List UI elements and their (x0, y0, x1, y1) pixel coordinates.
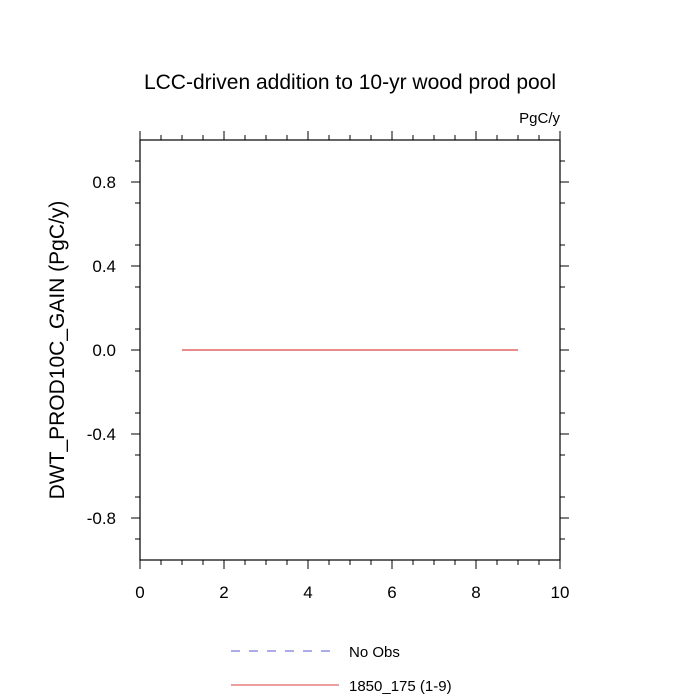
legend: No Obs 1850_175 (1-9) (231, 644, 452, 695)
y-tick-label: -0.4 (87, 425, 116, 444)
chart-title: LCC-driven addition to 10-yr wood prod p… (144, 71, 556, 94)
x-tick-label: 2 (219, 583, 228, 602)
x-tick-label: 10 (551, 583, 570, 602)
units-label: PgC/y (519, 110, 560, 127)
y-axis-label: DWT_PROD10C_GAIN (PgC/y) (46, 201, 69, 500)
legend-label: No Obs (349, 644, 400, 661)
x-tick-label: 6 (387, 583, 396, 602)
y-tick-label: 0.4 (92, 257, 116, 276)
y-tick-label: -0.8 (87, 509, 116, 528)
x-tick-label: 0 (135, 583, 144, 602)
x-tick-label: 4 (303, 583, 312, 602)
x-tick-label: 8 (471, 583, 480, 602)
axis-ticks: 0 2 4 6 8 10 -0.8 -0.4 0.0 0.4 0.8 (87, 131, 570, 602)
y-tick-label: 0.0 (92, 341, 116, 360)
legend-label: 1850_175 (1-9) (349, 678, 452, 695)
y-tick-label: 0.8 (92, 173, 116, 192)
